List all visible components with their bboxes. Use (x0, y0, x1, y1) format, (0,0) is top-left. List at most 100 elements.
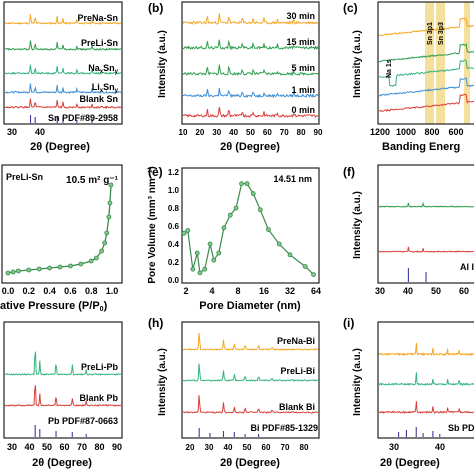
panel-b-legend-2: 15 min (286, 37, 315, 47)
panel-d-point-10 (88, 258, 94, 264)
panel-h-xtick-5: 60 (262, 443, 271, 452)
panel-g-legend-3: Pb PDF#87-0663 (48, 416, 118, 426)
panel-e-point-6 (202, 266, 208, 272)
panel-c-xlabel: Banding Energ (382, 141, 460, 153)
panel-d-point-4 (26, 267, 32, 273)
panel-e: (e) 0.0 0.2 0.4 0.6 0.8 1.0 1.2 2 4 8 16 32 64 14.5… (147, 165, 321, 312)
panel-e-point-1 (181, 230, 187, 236)
panel-c-annot-sn3p1: Sn 3p1 (427, 22, 434, 45)
panel-h: (h) Intensity (a.u.) PreNa-Bi PreLi-Bi B… (148, 316, 320, 469)
panel-g-trace-1 (4, 351, 122, 376)
panel-e-point-8 (211, 257, 217, 263)
panel-i: (i) Intensity (a.u.) Sb PD 30 40 2θ (Deg… (343, 316, 474, 469)
panel-h-xtick-2: 30 (205, 443, 214, 452)
panel-b-frame (181, 1, 320, 125)
panel-e-ylabel: Pore Volume (mm³ nm⁻¹) (147, 166, 158, 283)
panel-g-xtick-2: 40 (24, 442, 34, 452)
panel-c-annot-na1s: Na 1s (386, 59, 393, 78)
panel-d-point-16 (107, 200, 113, 206)
panel-e-xtick-3: 8 (235, 286, 240, 296)
panel-e-annotation: 14.51 nm (273, 174, 312, 184)
panel-b-trace-1 (182, 13, 319, 26)
panel-e-ytick-1: 0.0 (168, 276, 180, 285)
panel-b-xtick-3: 30 (212, 128, 221, 137)
panel-i-curves (378, 342, 474, 437)
panel-b-xlabel: 2θ (Degree) (220, 141, 280, 153)
panel-e-ytick-2: 0.2 (168, 258, 180, 267)
panel-d-point-1 (5, 270, 11, 276)
panel-h-legend-1: PreNa-Bi (277, 336, 315, 346)
panel-d-point-15 (106, 214, 112, 220)
panel-d-point-8 (68, 263, 73, 269)
panel-h-ylabel: Intensity (a.u.) (157, 348, 168, 416)
panel-g-trace-2 (4, 385, 121, 408)
panel-g-xtick-1: 30 (7, 442, 17, 452)
panel-a-legend-2: PreLi-Sn (81, 38, 118, 48)
panel-e-xticks: 2 4 8 16 32 64 (183, 286, 321, 296)
panel-d-point-7 (57, 264, 63, 270)
panel-h-xtick-6: 70 (281, 443, 290, 452)
panel-b-trace-4 (182, 88, 319, 99)
panel-i-ylabel: Intensity (a.u.) (352, 348, 363, 416)
panel-a: PreNa-Sn PreLi-Sn NaxSny LixSny Blank Sn… (3, 1, 123, 153)
panel-e-point-20 (302, 264, 308, 269)
panel-e-point-4 (194, 250, 200, 256)
panel-e-point-16 (257, 207, 263, 213)
panel-e-point-12 (233, 205, 239, 211)
panel-g-xtick-6: 80 (94, 442, 104, 452)
panel-e-point-7 (207, 241, 213, 247)
panel-c-ylabel: Intensity (a.u.) (352, 30, 363, 98)
panel-b-legend-5: 0 min (291, 105, 315, 115)
panel-d-point-13 (102, 240, 108, 246)
panel-a-xtick-1: 30 (7, 127, 17, 137)
panel-h-legend-4: Bi PDF#85-1329 (250, 423, 318, 433)
panel-h-trace-3 (182, 395, 319, 414)
panel-a-legend-4: LixSny (92, 82, 119, 94)
panel-c-frame (377, 1, 474, 125)
panel-e-ytick-7: 1.2 (168, 168, 180, 177)
panel-g-xticks: 30 40 50 60 70 80 90 (7, 442, 122, 452)
panel-a-xtick-2: 40 (35, 127, 45, 137)
panel-b-ylabel: Intensity (a.u.) (157, 30, 168, 98)
panel-c-trace-4 (378, 77, 474, 97)
panel-i-xtick-1: 30 (389, 442, 399, 452)
panel-e-xtick-1: 2 (183, 286, 188, 296)
panel-b-xtick-8: 80 (297, 128, 306, 137)
panel-g: PreLi-Pb Blank Pb Pb PDF#87-0663 30 40 50 6… (3, 321, 123, 469)
panel-i-xlabel: 2θ (Degree) (380, 457, 440, 469)
panel-h-curves (182, 332, 319, 437)
panel-d-xtick-6: 1.0 (106, 286, 119, 296)
panel-b-xticks: 10 20 30 40 50 60 70 80 90 (179, 128, 323, 137)
panel-f-ylabel: Intensity (a.u.) (352, 191, 363, 259)
panel-e-point-2 (185, 228, 191, 233)
panel-d-series-label: PreLi-Sn (6, 172, 43, 182)
panel-d-point-9 (78, 261, 84, 267)
panel-e-point-11 (227, 212, 233, 218)
panel-e-xtick-4: 16 (259, 286, 269, 296)
panel-g-xtick-7: 90 (112, 442, 122, 452)
panel-a-legend-3: NaxSny (88, 63, 118, 75)
panel-f: (f) Intensity (a.u.) Al I 30 40 50 60 (343, 164, 474, 296)
panel-e-xtick-2: 4 (209, 286, 214, 296)
panel-d-xtick-4: 0.6 (64, 286, 77, 296)
panel-h-legend-3: Blank Bi (279, 402, 315, 412)
panel-i-trace-2 (379, 372, 474, 387)
panel-e-ytick-3: 0.4 (168, 240, 180, 249)
panel-b-trace-2 (182, 39, 319, 51)
panel-b-xtick-9: 90 (314, 128, 323, 137)
panel-d-point-14 (104, 230, 110, 236)
panel-h-frame (181, 321, 320, 439)
panel-e-xtick-5: 32 (285, 286, 295, 296)
panel-d-annotation: 10.5 m² g⁻¹ (66, 175, 119, 186)
panel-c-xtick-4: 600 (448, 127, 463, 137)
panel-b-xtick-6: 60 (263, 128, 272, 137)
panel-g-legend-2: Blank Pb (79, 393, 118, 403)
panel-g-frame (3, 321, 123, 439)
panel-e-point-13 (239, 181, 244, 187)
panel-a-legend-6: Sn PDF#89-2958 (48, 113, 118, 123)
panel-c-trace-2 (378, 42, 474, 63)
panel-h-xlabel: 2θ (Degree) (220, 457, 280, 469)
panel-c-band-3 (464, 2, 470, 124)
panel-e-point-18 (276, 241, 282, 247)
